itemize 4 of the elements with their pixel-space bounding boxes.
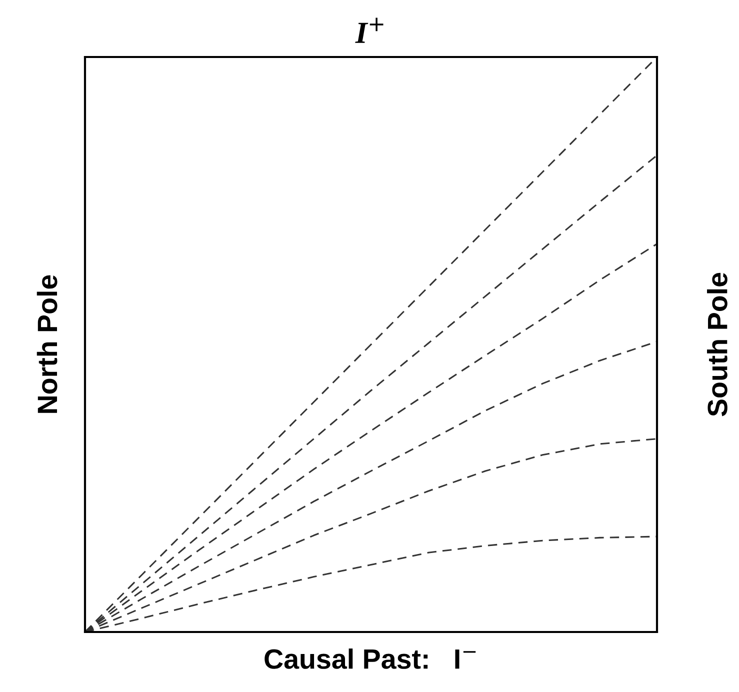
chart-title: I$^{+}$ [355,18,384,43]
y2-axis-title: South Pole [707,272,728,416]
y-axis-title: North Pole [36,275,58,413]
x-axis-title: Causal Past: I$^{−}$ [264,648,476,669]
